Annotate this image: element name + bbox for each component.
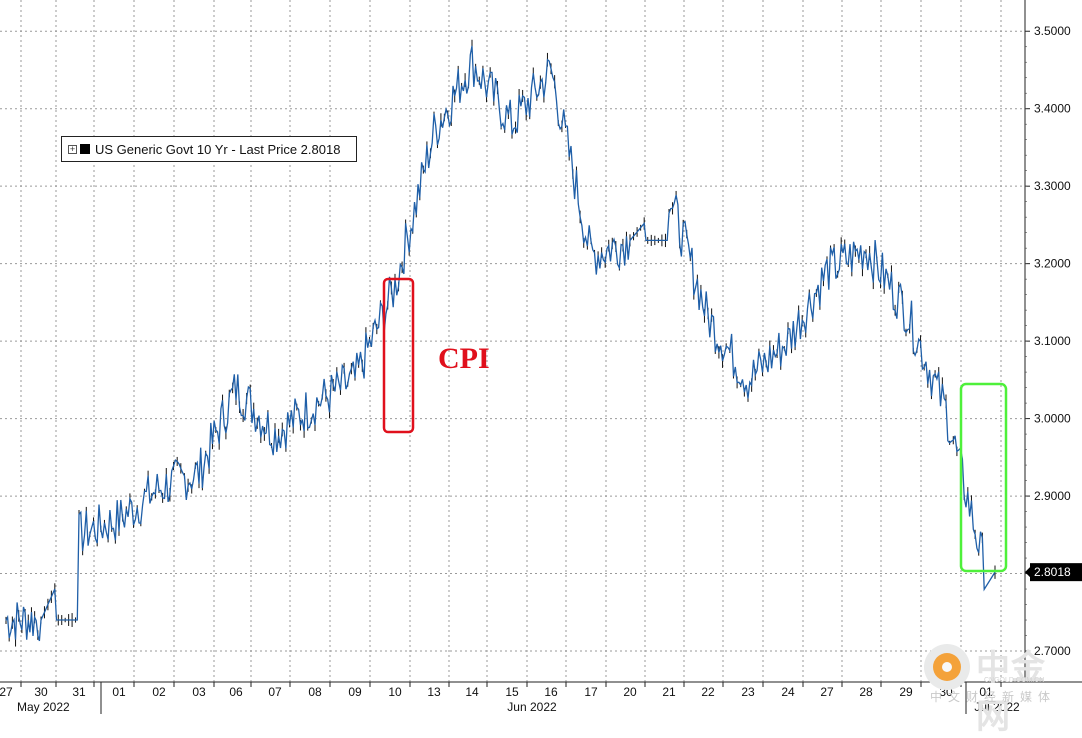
x-tick-label: 28 bbox=[859, 685, 873, 699]
legend-swatch bbox=[80, 144, 90, 154]
x-tick-label: 08 bbox=[308, 685, 322, 699]
x-tick-label: 17 bbox=[584, 685, 598, 699]
watermark-url: CNGOLD.COM.CN bbox=[984, 677, 1045, 684]
y-tick-label: 3.1000 bbox=[1034, 334, 1071, 348]
y-tick-label: 3.0000 bbox=[1034, 412, 1071, 426]
series-us-10yr bbox=[5, 39, 996, 647]
x-axis: 27 30 31 01 02 03 06 07 08 09 10 13 14 15 16 17 20 21 22 23… bbox=[0, 681, 1082, 714]
annotation-boxes bbox=[382, 277, 1008, 573]
x-tick-label: 21 bbox=[662, 685, 676, 699]
chart-canvas: 3.5000 3.4000 3.3000 3.2000 3.1000 3.0000 2.90… bbox=[0, 0, 1082, 714]
x-tick-label: 13 bbox=[427, 685, 441, 699]
price-line bbox=[5, 45, 996, 642]
x-tick-label: 06 bbox=[229, 685, 243, 699]
x-tick-label: 24 bbox=[781, 685, 795, 699]
x-tick-label: 14 bbox=[465, 685, 479, 699]
x-tick-label: 27 bbox=[0, 685, 13, 699]
legend-label: US Generic Govt 10 Yr - Last Price 2.801… bbox=[95, 141, 341, 157]
month-label: May 2022 bbox=[17, 700, 70, 714]
x-tick-label: 07 bbox=[268, 685, 282, 699]
x-tick-label: 16 bbox=[544, 685, 558, 699]
month-label: Jul 2022 bbox=[974, 700, 1020, 714]
last-price-tag bbox=[1030, 563, 1082, 582]
last-price-label: 2.8018 bbox=[1034, 565, 1071, 579]
y-axis: 3.5000 3.4000 3.3000 3.2000 3.1000 3.0000 2.90… bbox=[1024, 0, 1082, 682]
y-tick-label: 3.5000 bbox=[1034, 24, 1071, 38]
x-tick-label: 10 bbox=[388, 685, 402, 699]
x-tick-label: 22 bbox=[701, 685, 715, 699]
watermark: 中金网 CNGOLD.COM.CN 中文财经新媒体 bbox=[924, 640, 1080, 736]
y-tick-label: 2.7000 bbox=[1034, 644, 1071, 658]
cpi-highlight-box bbox=[382, 277, 415, 434]
x-tick-label: 31 bbox=[72, 685, 86, 699]
recent-drop-highlight-box bbox=[959, 382, 1008, 573]
y-tick-label: 3.4000 bbox=[1034, 102, 1071, 116]
legend[interactable]: + US Generic Govt 10 Yr - Last Price 2.8… bbox=[61, 136, 357, 162]
y-tick-label: 3.2000 bbox=[1034, 257, 1071, 271]
x-tick-label: 30 bbox=[34, 685, 48, 699]
x-tick-label: 20 bbox=[623, 685, 637, 699]
x-tick-label: 03 bbox=[192, 685, 206, 699]
x-tick-label: 23 bbox=[741, 685, 755, 699]
cpi-annotation-label: CPI bbox=[438, 342, 490, 375]
watermark-sub: 中文财经新媒体 bbox=[930, 690, 1057, 704]
x-tick-label: 01 bbox=[112, 685, 126, 699]
y-tick-label: 3.3000 bbox=[1034, 179, 1071, 193]
watermark-logo-icon bbox=[924, 644, 970, 690]
legend-expand-icon[interactable]: + bbox=[68, 143, 77, 154]
x-tick-label: 09 bbox=[348, 685, 362, 699]
x-tick-label: 15 bbox=[505, 685, 519, 699]
x-tick-label: 29 bbox=[899, 685, 913, 699]
last-price-pointer bbox=[1025, 566, 1031, 579]
x-tick-label: 01 bbox=[979, 685, 993, 699]
grid bbox=[0, 0, 1025, 682]
x-tick-label: 27 bbox=[820, 685, 834, 699]
x-tick-label: 02 bbox=[152, 685, 166, 699]
y-tick-label: 2.9000 bbox=[1034, 489, 1071, 503]
month-label: Jun 2022 bbox=[507, 700, 557, 714]
